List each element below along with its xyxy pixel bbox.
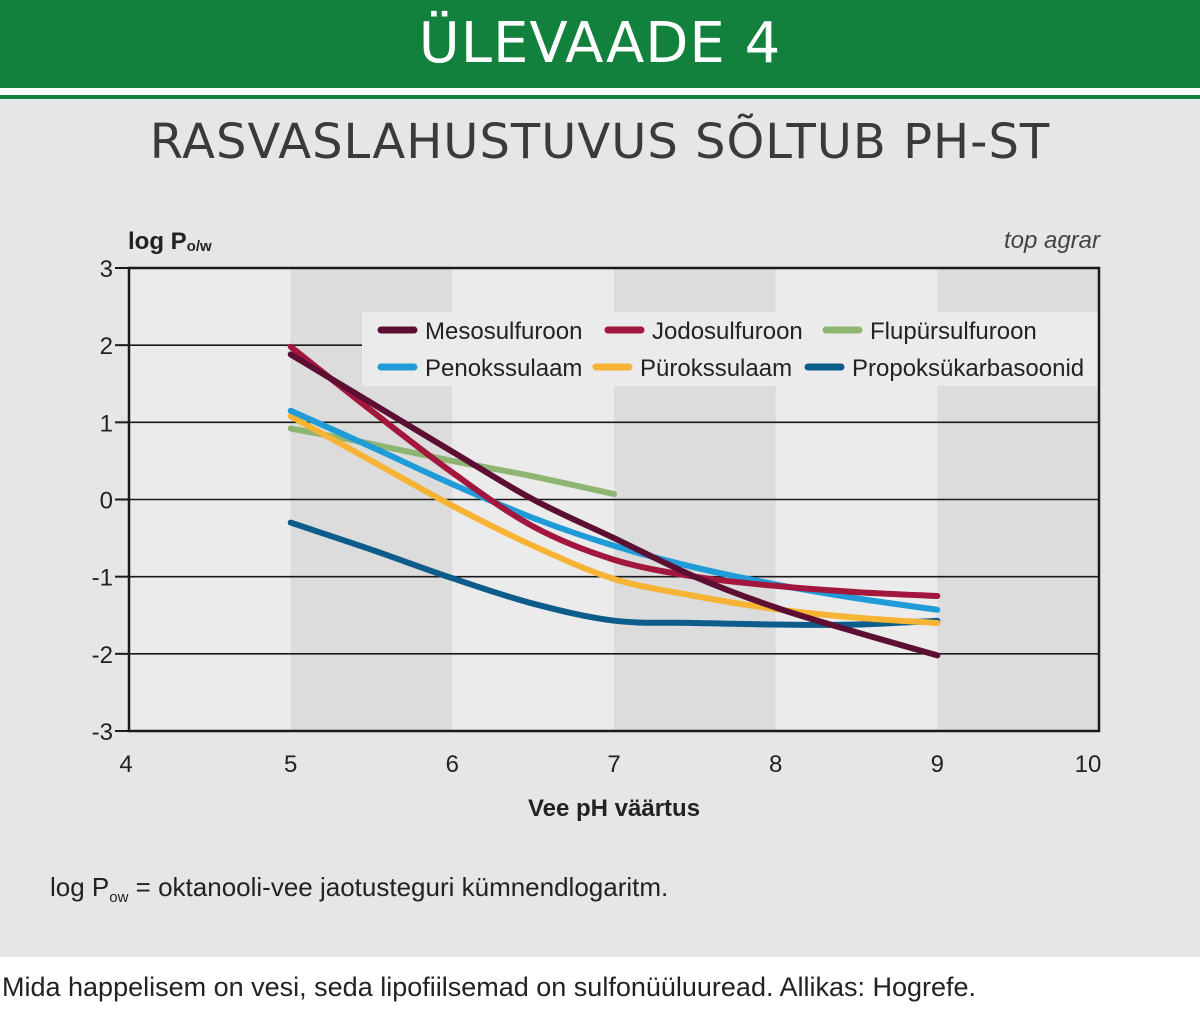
series-line-flupursulfuroon: [287, 425, 617, 498]
x-tick-label: 8: [769, 751, 782, 778]
chart-subtitle: RASVASLAHUSTUVUS SÕLTUB PH-ST: [149, 114, 1051, 170]
legend-label-jodosulfuroon: Jodosulfuroon: [652, 318, 803, 345]
chart-lines: [287, 343, 941, 659]
legend-background: [362, 312, 1098, 386]
legend-label-propoksukarbasoonid: Propoksükarbasoonid: [852, 355, 1084, 382]
series-line-penokssulaam: [287, 407, 941, 613]
legend-label-mesosulfuroon: Mesosulfuroon: [425, 318, 582, 345]
series-line-jodosulfuroon: [287, 343, 941, 599]
legend-label-flupursulfuroon: Flupürsulfuroon: [870, 318, 1037, 345]
x-tick-label: 4: [119, 751, 132, 778]
chart-legend: Mesosulfuroon Jodosulfuroon Flupürsulfuroo…: [377, 318, 1084, 382]
legend-label-penokssulaam: Penokssulaam: [425, 355, 582, 382]
header-bar: ÜLEVAADE 4: [0, 0, 1200, 88]
footnote-sub: ow: [109, 889, 129, 907]
x-tick-label: 9: [931, 751, 944, 778]
footnote-text: = oktanooli-vee jaotusteguri kümnendloga…: [128, 872, 669, 902]
y-tick-label: -3: [92, 719, 113, 746]
y-tick-label: 2: [100, 333, 113, 360]
footnote: log Pow = oktanooli-vee jaotusteguri küm…: [50, 872, 668, 906]
y-tick-label: -1: [92, 565, 113, 592]
series-line-purokssulaam: [287, 413, 941, 626]
y-tick-label: 1: [100, 410, 113, 437]
y-tick-label: -2: [92, 642, 113, 669]
series-line-mesosulfuroon: [287, 351, 941, 659]
x-axis-label: Vee pH väärtus: [528, 795, 700, 822]
footnote-prefix: log P: [50, 872, 110, 902]
y-tick-label: 0: [100, 488, 113, 515]
page-title: ÜLEVAADE 4: [418, 11, 782, 76]
y-axis-label: log Po/w: [128, 228, 212, 255]
x-tick-label: 6: [446, 751, 459, 778]
x-tick-label: 10: [1075, 751, 1102, 778]
x-tick-label: 5: [284, 751, 297, 778]
caption: Mida happelisem on vesi, seda lipofiilse…: [2, 972, 977, 1002]
header-rule: [0, 95, 1200, 99]
legend-label-purokssulaam: Pürokssulaam: [640, 355, 792, 382]
x-tick-label: 7: [607, 751, 620, 778]
source-mark: top agrar: [1004, 227, 1101, 254]
y-tick-label: 3: [100, 256, 113, 283]
